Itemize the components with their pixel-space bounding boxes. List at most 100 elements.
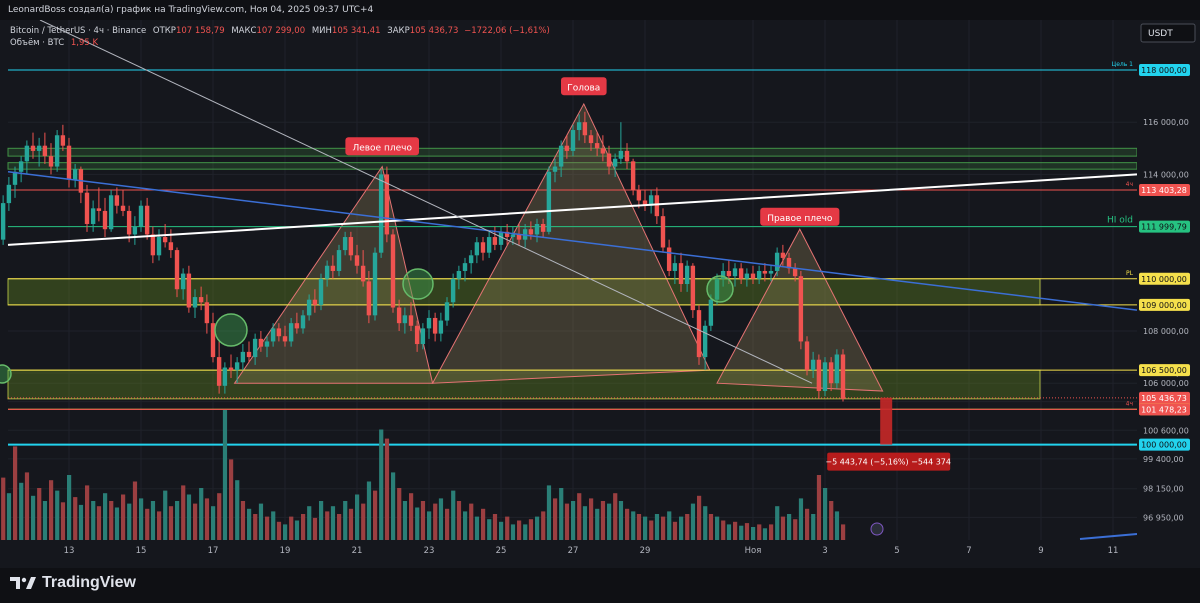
candle-body: [744, 273, 750, 279]
volume-bar: [199, 488, 204, 540]
candle-body: [738, 268, 744, 279]
candle-body: [276, 328, 282, 337]
volume-bar: [19, 482, 24, 540]
volume-bar: [607, 503, 612, 540]
date-axis[interactable]: 13 15 17 19 21 23 25 27 29 Ноя 3 5 7 9 11: [0, 522, 1200, 568]
candle-body: [288, 323, 294, 342]
candle-body: [324, 265, 330, 279]
price-label-box: [1139, 64, 1190, 76]
volume-bar: [294, 520, 300, 540]
candle-body: [636, 190, 642, 201]
chart-svg[interactable]: Цель 1 4ч HI old PL 4ч −5 443,74 (−5,16%) −5…: [0, 19, 1200, 575]
candle-body: [180, 273, 186, 290]
volume-bar: [415, 507, 420, 540]
candle-body: [666, 247, 672, 271]
candle-body: [372, 252, 378, 316]
volume-bar: [805, 508, 810, 540]
candle-body: [660, 216, 666, 248]
candle-body: [240, 351, 246, 363]
candle-body: [396, 307, 402, 324]
volume-bar: [667, 511, 672, 540]
volume-bar: [301, 514, 306, 540]
candle-body: [414, 325, 420, 345]
volume-bar: [139, 498, 144, 540]
candle-body: [600, 148, 606, 154]
date-tick-label: 21: [352, 546, 363, 556]
legend-open-label: ОТКР: [152, 26, 176, 36]
volume-bar: [589, 498, 594, 540]
volume-bar: [469, 503, 474, 540]
volume-bar: [37, 488, 42, 540]
candle-body: [384, 174, 390, 235]
candle-body: [492, 237, 498, 245]
volume-bar: [145, 508, 150, 540]
volume-bar: [733, 521, 738, 540]
volume-bar: [595, 508, 600, 540]
candle-body: [408, 315, 414, 326]
candle-body: [774, 252, 780, 271]
volume-bar: [337, 514, 342, 540]
candle-body: [768, 270, 774, 274]
trendline-grey: [39, 19, 813, 384]
volume-bar: [739, 525, 744, 540]
candle-body: [210, 323, 216, 358]
volume-bar: [109, 501, 114, 540]
candle-body: [816, 359, 822, 392]
candle-body: [546, 171, 552, 232]
volume-bar: [235, 480, 240, 540]
date-tick-label: 17: [208, 546, 219, 556]
volume-bar: [510, 524, 516, 540]
volume-bar: [181, 485, 186, 540]
touch-circle: [706, 275, 734, 303]
volume-bar: [582, 506, 588, 540]
candle-body: [246, 351, 252, 358]
candle-body: [540, 223, 546, 232]
date-tick-label: 25: [496, 546, 507, 556]
candle-body: [300, 315, 306, 329]
volume-bar: [348, 508, 354, 540]
candle-body: [558, 145, 564, 167]
volume-bar: [775, 506, 780, 540]
volume-bar: [757, 524, 762, 540]
level-note: 4ч: [1126, 400, 1133, 407]
volume-bar: [373, 490, 378, 540]
volume-bar: [721, 520, 726, 540]
date-axis-bg: [0, 540, 1200, 568]
candle-body: [756, 270, 762, 279]
candle-body: [696, 310, 702, 358]
volume-bar: [13, 446, 18, 540]
volume-bar: [726, 524, 732, 540]
volume-bar: [690, 503, 696, 540]
candle-body: [420, 328, 426, 345]
volume-bar: [564, 503, 570, 540]
volume-bar: [481, 508, 486, 540]
trendline-blue: [7, 171, 1138, 311]
candle-body: [168, 242, 174, 251]
volume-bar: [499, 521, 504, 540]
volume-bar: [217, 493, 222, 540]
date-tick-label: 3: [822, 546, 827, 556]
candle-body: [612, 158, 618, 167]
candle-body: [252, 338, 258, 358]
chart-area[interactable]: Цель 1 4ч HI old PL 4ч −5 443,74 (−5,16%) −5…: [0, 19, 1200, 575]
candle-body: [564, 145, 570, 151]
volume-bar: [229, 459, 234, 540]
volume-bar: [49, 480, 54, 540]
price-label-text: 113 403,28: [1141, 186, 1187, 195]
candle-body: [486, 237, 492, 253]
tradingview-logo[interactable]: TradingView: [10, 574, 136, 592]
candle-body: [228, 367, 234, 371]
currency-badge[interactable]: [1140, 23, 1196, 43]
candle-body: [672, 263, 678, 271]
volume-bar: [1, 477, 6, 540]
candle-body: [108, 195, 114, 230]
volume-bar: [541, 511, 546, 540]
volume-bar: [211, 506, 216, 540]
price-label-text: 109 000,00: [1141, 301, 1187, 310]
volume-bar: [643, 516, 648, 540]
volume-bar: [823, 488, 828, 540]
volume-bar: [600, 501, 606, 540]
volume-bar: [73, 497, 78, 540]
candle-body: [42, 145, 48, 157]
